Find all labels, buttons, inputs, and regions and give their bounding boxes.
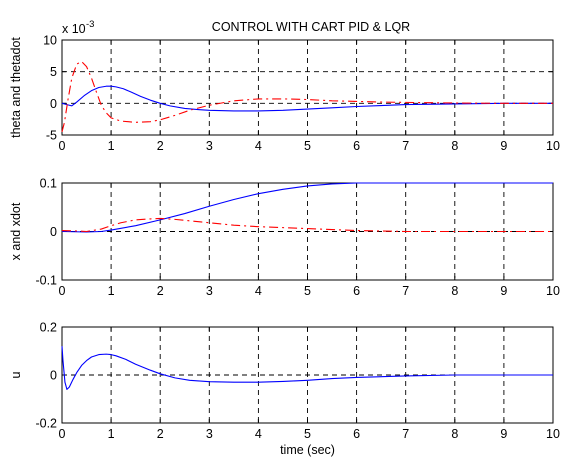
chart-title: CONTROL WITH CART PID & LQR	[212, 20, 410, 34]
y-tick-label: 5	[50, 65, 57, 79]
x-tick-label: 1	[108, 284, 115, 298]
x-tick-label: 8	[451, 284, 458, 298]
y-tick-label: -0.1	[35, 274, 57, 288]
y-tick-label: -5	[46, 129, 57, 143]
solid-series-line	[61, 85, 553, 112]
x-tick-label: 0	[59, 284, 66, 298]
dashed-series-line	[61, 60, 553, 132]
y-axis-label: theta and thetadot	[9, 37, 23, 138]
x-tick-label: 4	[255, 139, 262, 153]
x-tick-label: 0	[59, 427, 66, 441]
x-tick-label: 10	[546, 139, 560, 153]
x-tick-label: 5	[304, 284, 311, 298]
y-tick-label: -0.2	[35, 417, 57, 431]
y-exponent-label: x 10	[62, 22, 86, 36]
x-tick-label: 7	[402, 427, 409, 441]
x-tick-label: 2	[157, 284, 164, 298]
x-tick-label: 10	[546, 284, 560, 298]
y-tick-label: 0	[50, 225, 57, 239]
x-tick-label: 7	[402, 284, 409, 298]
x-tick-label: 4	[255, 427, 262, 441]
x-tick-label: 9	[500, 284, 507, 298]
y-axis-label: x and xdot	[9, 202, 23, 260]
x-tick-label: 8	[451, 139, 458, 153]
x-tick-label: 1	[108, 427, 115, 441]
x-tick-label: 6	[353, 284, 360, 298]
y-tick-label: 0.1	[40, 177, 57, 191]
x-tick-label: 2	[157, 139, 164, 153]
x-tick-label: 4	[255, 284, 262, 298]
y-exponent-power: -3	[86, 19, 94, 30]
solid-series-line	[61, 346, 553, 390]
x-tick-label: 5	[304, 427, 311, 441]
x-tick-label: 10	[546, 427, 560, 441]
x-tick-label: 2	[157, 427, 164, 441]
x-tick-label: 3	[206, 284, 213, 298]
x-tick-label: 7	[402, 139, 409, 153]
dashed-series-line	[61, 217, 553, 233]
x-tick-label: 5	[304, 139, 311, 153]
y-tick-label: 0	[50, 97, 57, 111]
x-tick-label: 6	[353, 427, 360, 441]
y-axis-label: u	[9, 371, 23, 378]
y-tick-label: 10	[43, 34, 57, 48]
x-tick-label: 9	[500, 427, 507, 441]
x-tick-label: 3	[206, 139, 213, 153]
x-tick-label: 6	[353, 139, 360, 153]
x-tick-label: 3	[206, 427, 213, 441]
x-axis-label: time (sec)	[280, 443, 335, 457]
solid-series-line	[61, 182, 553, 233]
y-tick-label: 0.2	[40, 321, 57, 335]
x-tick-label: 1	[108, 139, 115, 153]
x-tick-label: 8	[451, 427, 458, 441]
x-tick-label: 9	[500, 139, 507, 153]
x-tick-label: 0	[59, 139, 66, 153]
y-tick-label: 0	[50, 369, 57, 383]
subplot-2: 0 1 2 3 4 5 6 7 8 9 10-0.100.1x and xdot	[9, 177, 560, 299]
